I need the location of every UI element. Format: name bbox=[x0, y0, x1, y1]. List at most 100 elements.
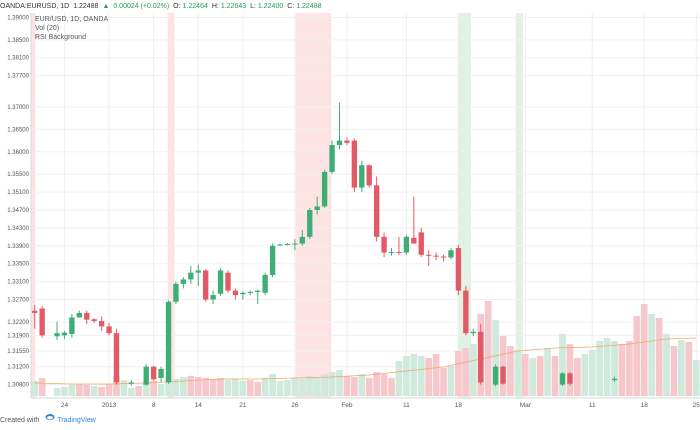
volume-bar bbox=[692, 360, 700, 396]
candle-body bbox=[567, 373, 573, 384]
chart-legend: EUR/USD, 1D, OANDA Vol (20) RSI Backgrou… bbox=[35, 15, 108, 42]
candle-body bbox=[314, 206, 320, 210]
volume-bar bbox=[336, 370, 343, 396]
volume-bar bbox=[588, 350, 596, 396]
x-tick-label: Feb bbox=[341, 402, 353, 409]
candle-body bbox=[299, 236, 305, 244]
x-tick-label: 21 bbox=[239, 402, 247, 409]
volume-bar bbox=[31, 381, 39, 396]
volume-bar bbox=[544, 348, 551, 396]
candle-body bbox=[381, 236, 387, 253]
volume-bar bbox=[469, 344, 477, 396]
candle-body bbox=[217, 270, 224, 294]
volume-bar bbox=[105, 384, 113, 396]
volume-bar bbox=[618, 344, 626, 396]
candle-body bbox=[262, 274, 268, 293]
volume-bar bbox=[440, 368, 447, 396]
volume-bar bbox=[417, 356, 425, 396]
y-tick-label: 1.32700 bbox=[7, 298, 29, 304]
candle-body bbox=[84, 312, 90, 320]
candle-body bbox=[611, 378, 618, 381]
candle-body bbox=[232, 290, 239, 296]
x-tick-label: 18 bbox=[455, 402, 463, 409]
candle-body bbox=[210, 295, 216, 300]
volume-bar bbox=[128, 388, 135, 396]
candle-body bbox=[448, 250, 454, 258]
rsi-band bbox=[31, 13, 36, 398]
volume-bar bbox=[306, 376, 314, 396]
open-label: O: bbox=[173, 3, 181, 10]
candle-body bbox=[463, 290, 469, 334]
volume-bar bbox=[68, 385, 76, 396]
open-value: 1.22464 bbox=[182, 3, 208, 10]
candle-body bbox=[440, 256, 447, 258]
volume-bar bbox=[269, 374, 276, 396]
volume-bar bbox=[395, 361, 403, 396]
volume-bar bbox=[157, 384, 165, 396]
candle-body bbox=[292, 243, 298, 245]
candle-body bbox=[500, 366, 506, 384]
volume-bar bbox=[313, 378, 321, 396]
candle-body bbox=[32, 310, 38, 313]
candle-body bbox=[351, 140, 358, 188]
candle-body bbox=[39, 308, 45, 336]
candle-body bbox=[455, 248, 462, 291]
tradingview-brand[interactable]: TradingView bbox=[57, 416, 96, 424]
legend-volume[interactable]: Vol (20) bbox=[35, 25, 60, 32]
candle-body bbox=[284, 244, 291, 246]
y-tick-label: 1.39000 bbox=[7, 15, 29, 21]
last-price: 1.22488 bbox=[73, 3, 99, 10]
y-tick-label: 1.33500 bbox=[7, 262, 29, 268]
volume-bar bbox=[291, 378, 299, 396]
volume-bar bbox=[648, 314, 656, 396]
low-label: L: bbox=[250, 3, 256, 10]
close-label: C: bbox=[287, 3, 295, 10]
legend-title[interactable]: EUR/USD, 1D, OANDA bbox=[35, 16, 109, 23]
price-chart[interactable]: 1.39000 1.38500 1.38100 1.37700 1.37000 1.365… bbox=[0, 0, 700, 411]
volume-bar bbox=[403, 356, 410, 396]
candle-body bbox=[411, 237, 417, 244]
volume-bar bbox=[678, 340, 685, 396]
volume-bar bbox=[425, 358, 433, 396]
volume-bar bbox=[551, 356, 559, 396]
candle-body bbox=[106, 326, 112, 334]
tradingview-logo-icon[interactable] bbox=[45, 411, 55, 429]
volume-bar bbox=[574, 358, 581, 396]
volume-bar bbox=[165, 378, 172, 396]
volume-bar bbox=[596, 341, 603, 396]
candle-body bbox=[373, 185, 380, 237]
candle-body bbox=[165, 301, 172, 383]
volume-bar bbox=[670, 346, 678, 396]
volume-bar bbox=[180, 377, 187, 396]
volume-bar bbox=[328, 372, 336, 396]
y-tick-label: 1.37000 bbox=[7, 105, 29, 111]
candle-body bbox=[359, 165, 365, 188]
candle-body bbox=[203, 270, 209, 300]
volume-bar bbox=[603, 338, 611, 396]
y-tick-label: 1.33900 bbox=[7, 244, 29, 250]
candle-body bbox=[559, 373, 566, 385]
volume-bar bbox=[232, 379, 239, 396]
y-tick-label: 1.38100 bbox=[7, 56, 29, 62]
x-tick-label: 2013 bbox=[102, 402, 117, 409]
candle-body bbox=[403, 236, 410, 253]
candle-body bbox=[344, 140, 350, 143]
x-tick-label: 26 bbox=[291, 402, 299, 409]
candle-body bbox=[113, 333, 120, 383]
symbol-label[interactable]: OANDA:EURUSD, 1D bbox=[0, 3, 70, 10]
high-label: H: bbox=[211, 3, 219, 10]
candle-body bbox=[277, 244, 283, 246]
y-tick-label: 1.32200 bbox=[7, 320, 29, 326]
volume-bar bbox=[90, 386, 98, 396]
legend-rsi[interactable]: RSI Background bbox=[35, 34, 86, 41]
x-tick-label: 11 bbox=[589, 402, 596, 409]
volume-bar bbox=[559, 334, 566, 396]
rsi-band bbox=[457, 13, 472, 398]
volume-bar bbox=[254, 382, 262, 396]
y-tick-label: 1.35500 bbox=[7, 172, 29, 178]
x-tick-label: 11 bbox=[403, 402, 410, 409]
plot-area bbox=[31, 13, 700, 398]
candle-body bbox=[91, 319, 97, 322]
high-value: 1.22643 bbox=[220, 3, 247, 10]
volume-bar bbox=[120, 380, 128, 396]
